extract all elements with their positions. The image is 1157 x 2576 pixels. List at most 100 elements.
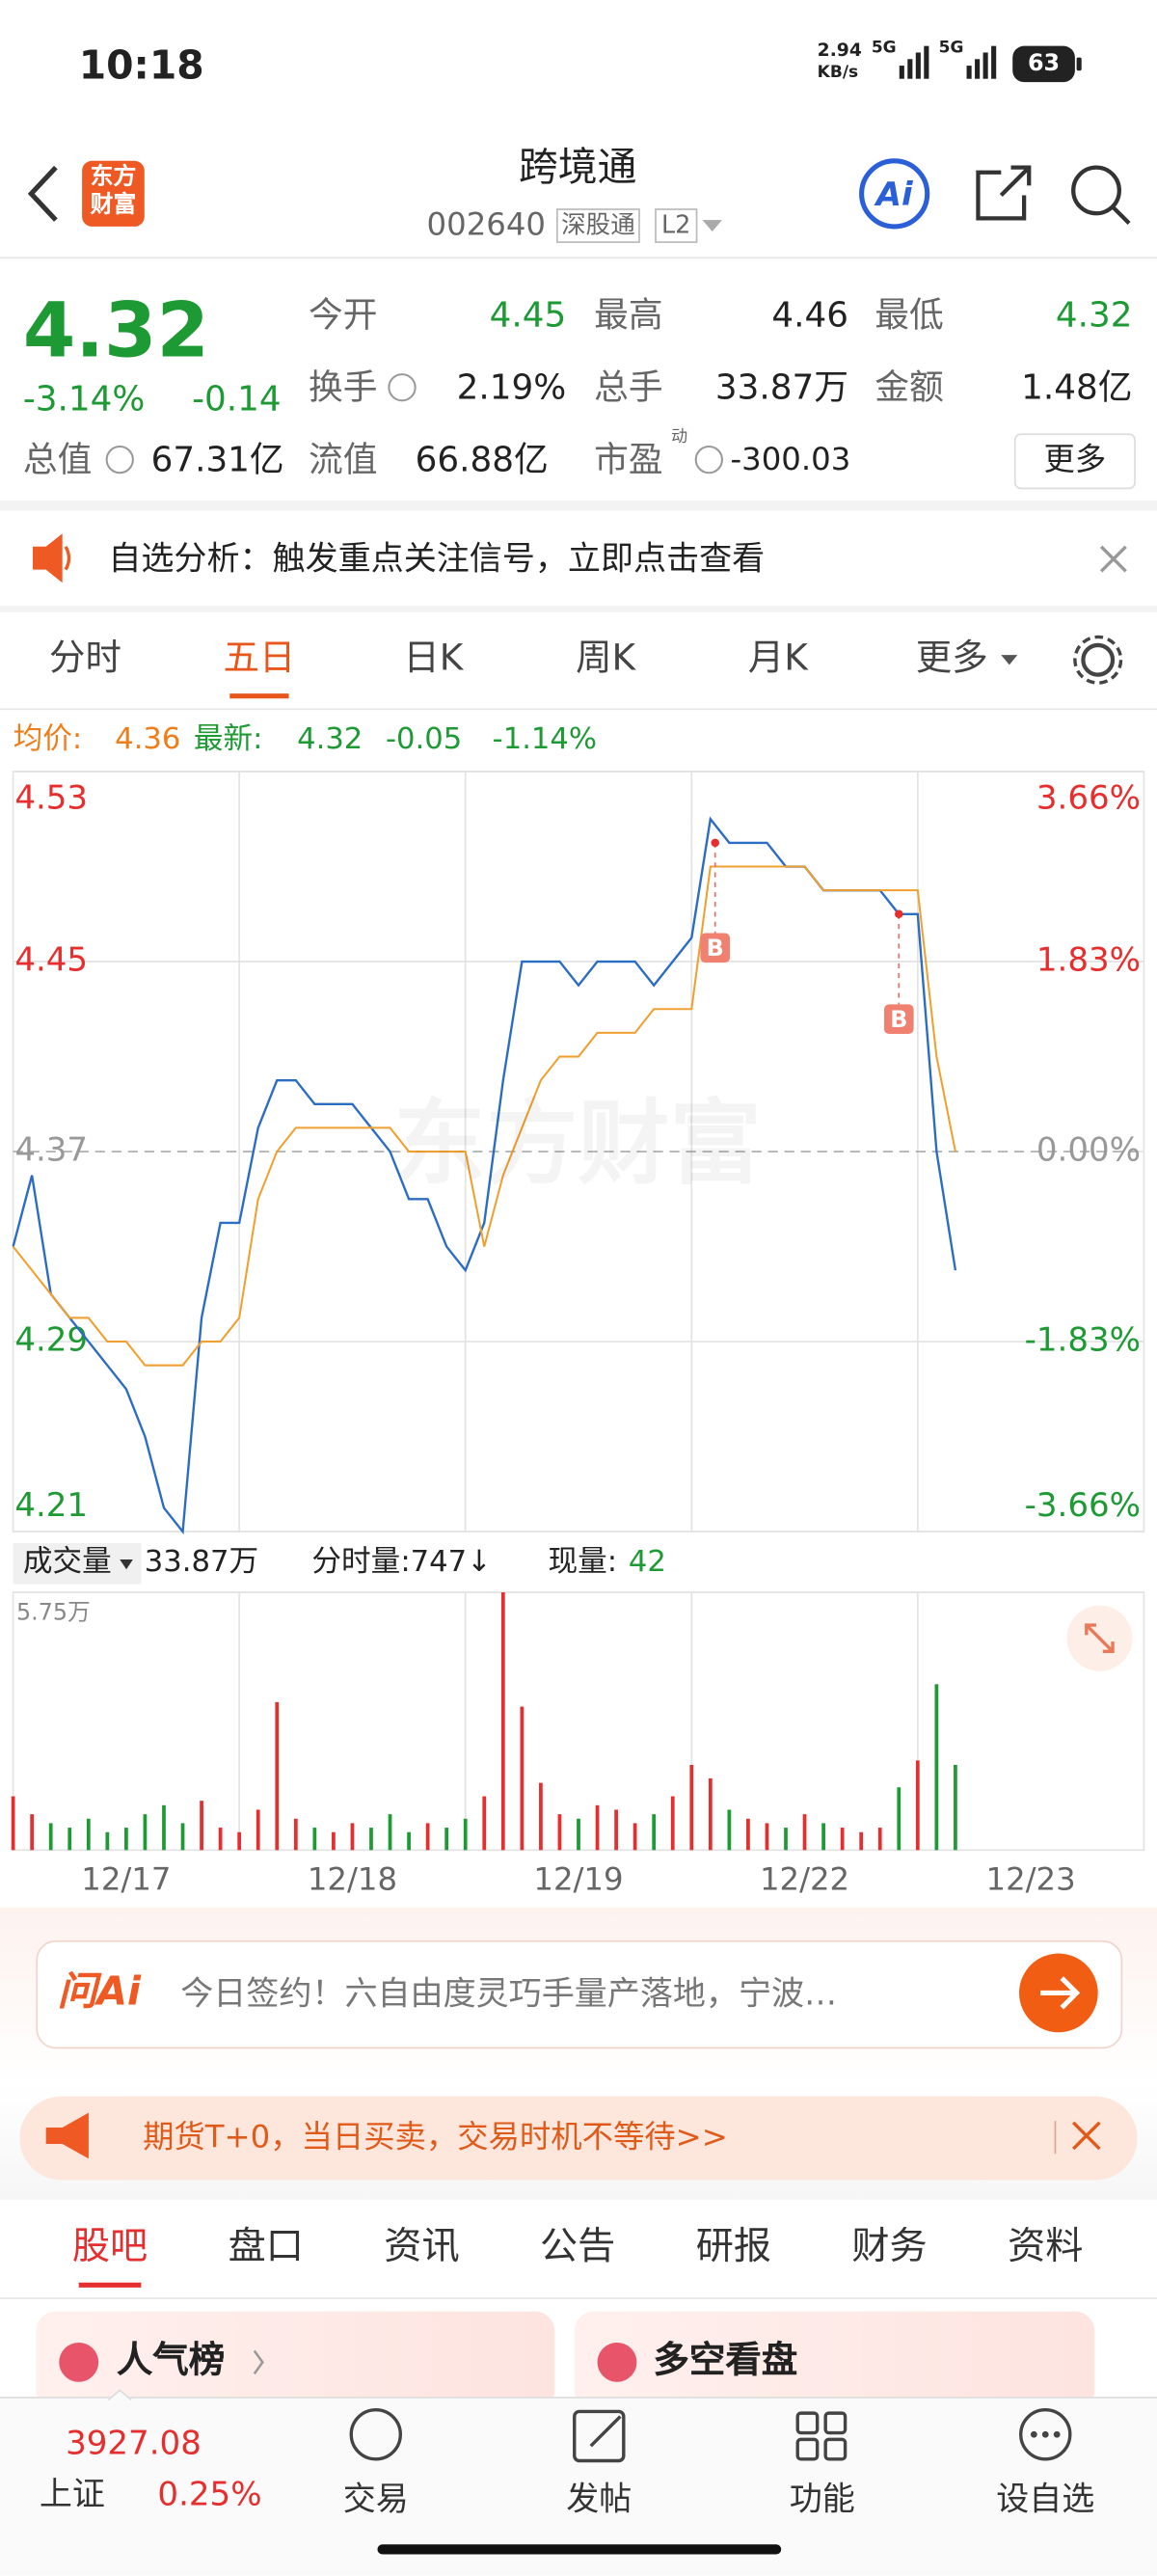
info-tab[interactable]: 资料	[1008, 2226, 1084, 2269]
card-title[interactable]: 人气榜	[116, 2341, 226, 2382]
ai-icon[interactable]	[859, 158, 930, 230]
change-pct: -3.14%	[22, 379, 146, 420]
share-icon[interactable]	[976, 165, 1032, 221]
notice-text[interactable]: 自选分析：触发重点关注信号，立即点击查看	[108, 538, 766, 579]
info-tab[interactable]: 公告	[540, 2226, 616, 2269]
volume-bar	[332, 1831, 336, 1851]
field-value: 33.87万	[714, 367, 849, 408]
volume-tick-label: 5.75万	[16, 1599, 91, 1626]
field-value: 67.31亿	[150, 440, 284, 480]
field-value: 2.19%	[456, 367, 567, 408]
volume-bar	[765, 1823, 769, 1851]
info-tab[interactable]: 资讯	[384, 2226, 460, 2269]
index-change[interactable]: 0.25%	[157, 2474, 262, 2513]
period-tab[interactable]: 月K	[747, 638, 808, 680]
volume-bar	[802, 1814, 807, 1851]
volume-bar	[539, 1782, 543, 1851]
nav-item[interactable]: 设自选	[996, 2479, 1095, 2519]
signal-label: 5G	[938, 39, 964, 58]
search-icon[interactable]	[1071, 165, 1121, 216]
dropdown-icon[interactable]	[1001, 655, 1018, 665]
annotation-label: B	[707, 935, 724, 962]
logo-text: 东方	[90, 164, 137, 191]
ad-bar[interactable]	[19, 2096, 1138, 2181]
volume-bar	[652, 1814, 657, 1851]
dropdown-icon[interactable]	[120, 1559, 133, 1570]
latest-value: 4.32	[297, 721, 363, 757]
field-label: 金额	[874, 367, 944, 408]
current-label: 现量:	[548, 1544, 618, 1580]
index-name[interactable]: 上证	[39, 2474, 105, 2513]
info-tab[interactable]: 财务	[851, 2226, 928, 2269]
ai-text[interactable]: 今日签约！六自由度灵巧手量产落地，宁波…	[180, 1972, 838, 2013]
close-icon[interactable]	[1071, 2121, 1101, 2151]
field-label: 总值	[22, 440, 93, 480]
settings-icon[interactable]	[1081, 642, 1116, 677]
net-unit: KB/s	[817, 64, 859, 83]
x-tick-label: 12/23	[986, 1861, 1076, 1898]
close-icon[interactable]	[1099, 545, 1127, 573]
info-tab[interactable]: 研报	[695, 2226, 772, 2269]
megaphone-icon	[45, 2112, 89, 2159]
minute-volume: 分时量:747↓	[311, 1544, 492, 1580]
volume-bar	[577, 1818, 580, 1851]
back-icon[interactable]	[27, 165, 58, 222]
field-label: 最低	[874, 295, 944, 336]
nav-icons	[1030, 2430, 1061, 2438]
avg-value: 4.36	[115, 721, 181, 757]
speaker-icon	[33, 533, 63, 583]
y-tick-label: 4.45	[14, 941, 88, 980]
volume-bar	[708, 1777, 713, 1851]
latest-change: -0.05	[386, 721, 463, 757]
card[interactable]	[574, 2311, 1095, 2410]
annotation-box	[883, 1004, 914, 1035]
more-button[interactable]	[1013, 433, 1136, 490]
period-tab[interactable]: 更多	[915, 638, 988, 680]
info-icons	[105, 373, 723, 475]
card-title[interactable]: 多空看盘	[653, 2341, 798, 2382]
net-speed: 2.94	[817, 39, 862, 61]
separator	[0, 501, 1157, 511]
period-tab[interactable]: 周K	[576, 638, 636, 680]
period-tab[interactable]: 分时	[49, 638, 121, 680]
info-tab[interactable]: 股吧	[71, 2226, 148, 2269]
dropdown-icon[interactable]	[702, 220, 722, 232]
index-value[interactable]: 3927.08	[66, 2423, 202, 2463]
y2-tick-label: -3.66%	[1025, 1486, 1141, 1525]
period-tab[interactable]: 日K	[403, 638, 464, 680]
info-tab[interactable]: 盘口	[228, 2226, 304, 2269]
current-volume: 42	[628, 1544, 666, 1580]
more-label[interactable]: 更多	[1043, 441, 1107, 478]
stock-code: 002640	[426, 206, 547, 243]
field-label: 流值	[309, 440, 378, 480]
field-value: 66.88亿	[415, 440, 549, 480]
volume-bar	[784, 1828, 788, 1851]
volume-bar	[632, 1823, 637, 1851]
volume-label[interactable]: 成交量	[22, 1544, 112, 1580]
field-label: 今开	[309, 295, 378, 336]
nav-item[interactable]: 功能	[789, 2479, 855, 2519]
volume-bar	[670, 1796, 675, 1851]
volume-bar	[200, 1801, 203, 1851]
period-tab[interactable]: 五日	[223, 638, 296, 680]
nav-item[interactable]: 发帖	[566, 2479, 632, 2519]
y2-tick-label: 0.00%	[1036, 1131, 1141, 1170]
nav-icons	[349, 2408, 1072, 2463]
avg-label: 均价:	[13, 721, 83, 757]
volume-bar	[143, 1814, 148, 1851]
ai-bar[interactable]	[36, 1939, 1123, 2049]
volume-bar	[444, 1828, 449, 1851]
volume-bar	[180, 1823, 185, 1851]
ai-label[interactable]: Ai	[875, 174, 913, 214]
annotation-label: B	[890, 1006, 907, 1033]
volume-bar	[727, 1809, 732, 1851]
nav-item[interactable]: 交易	[342, 2479, 409, 2519]
volume-bar	[369, 1828, 373, 1851]
volume-bar	[86, 1818, 91, 1851]
volume-selector[interactable]	[13, 1543, 142, 1585]
volume-bar	[162, 1804, 166, 1851]
ad-text[interactable]: 期货T+0，当日买卖，交易时机不等待>>	[143, 2119, 728, 2156]
volume-bar	[105, 1831, 110, 1851]
